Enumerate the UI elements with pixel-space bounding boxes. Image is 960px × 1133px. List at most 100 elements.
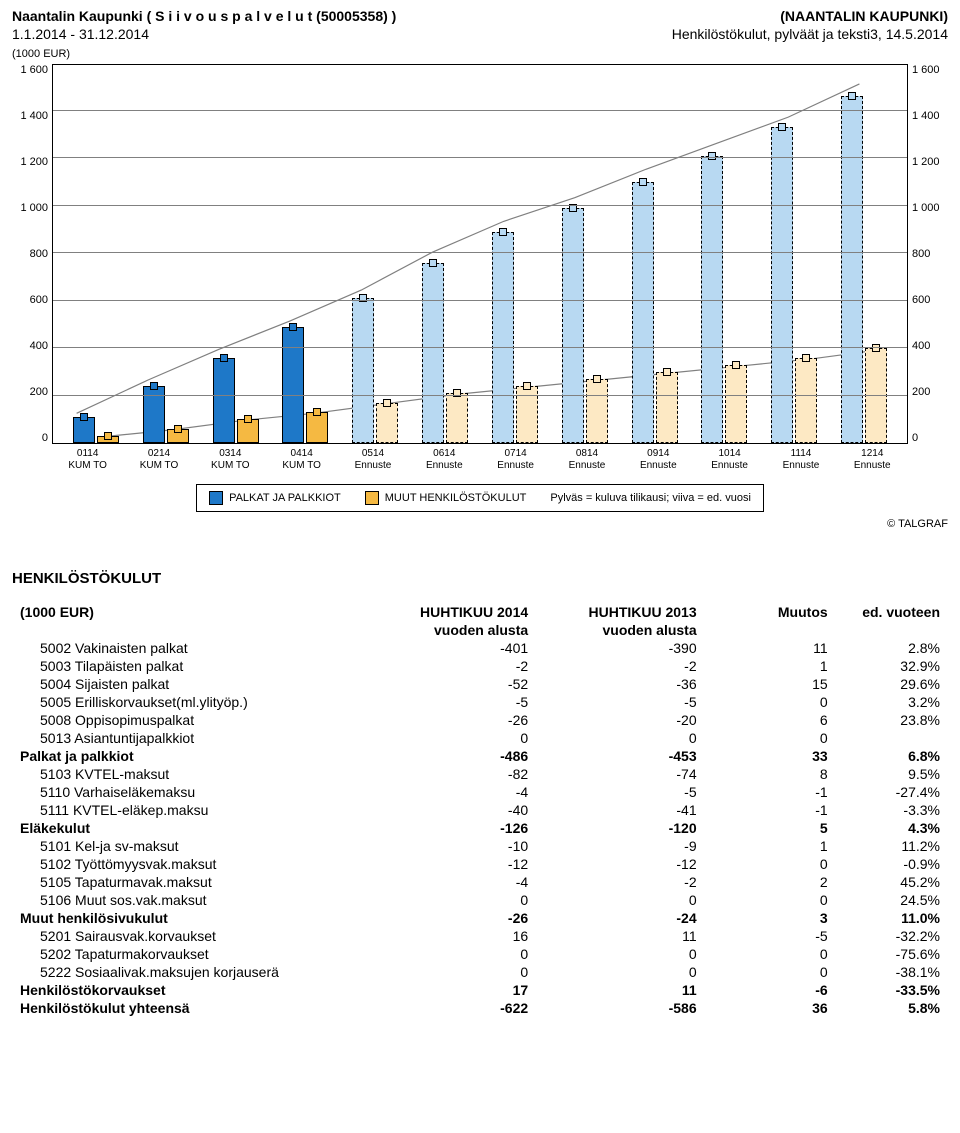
row-v4: -33.5% [836,981,948,999]
table-row: 5201 Sairausvak.korvaukset1611-5-32.2% [12,927,948,945]
row-v1: -401 [368,639,536,657]
row-v2: -390 [536,639,704,657]
legend-label-2: MUUT HENKILÖSTÖKULUT [385,492,527,504]
table-row: Henkilöstökorvaukset1711-6-33.5% [12,981,948,999]
bar-marker [732,361,740,369]
row-v1: -622 [368,999,536,1017]
row-v1: -12 [368,855,536,873]
table-row: 5005 Erilliskorvaukset(ml.ylityöp.)-5-50… [12,693,948,711]
row-v1: 0 [368,729,536,747]
row-v3: 15 [705,675,836,693]
row-v4: -32.2% [836,927,948,945]
bar-group [340,298,410,443]
x-label: 0814Ennuste [551,448,622,472]
bar-marker [453,389,461,397]
row-v3: 1 [705,837,836,855]
table-row: 5013 Asiantuntijapalkkiot000 [12,729,948,747]
row-label: 5002 Vakinaisten palkat [12,639,368,657]
row-label: 5008 Oppisopimuspalkat [12,711,368,729]
y-tick: 1 000 [912,202,944,214]
bar-marker [708,152,716,160]
row-v4: 11.2% [836,837,948,855]
bar-muut [656,372,678,443]
row-v3: 8 [705,765,836,783]
y-tick: 1 400 [912,110,944,122]
row-v4: -38.1% [836,963,948,981]
row-label: 5110 Varhaiseläkemaksu [12,783,368,801]
y-tick: 400 [16,340,48,352]
bar-group [480,232,550,443]
y-tick: 0 [912,432,944,444]
row-v3: 0 [705,693,836,711]
row-v2: -24 [536,909,704,927]
y-axis-left: 1 6001 4001 2001 0008006004002000 [12,64,52,444]
bar-palkat [213,358,235,444]
col-head-2a: HUHTIKUU 2014 [368,603,536,621]
table-row: 5002 Vakinaisten palkat-401-390112.8% [12,639,948,657]
bar-group [829,96,899,443]
row-v3: 3 [705,909,836,927]
table-row: 5101 Kel-ja sv-maksut-10-9111.2% [12,837,948,855]
row-label: 5005 Erilliskorvaukset(ml.ylityöp.) [12,693,368,711]
legend-swatch-2 [365,491,379,505]
row-v3: 5 [705,819,836,837]
row-v4: 23.8% [836,711,948,729]
table-row: Eläkekulut-126-12054.3% [12,819,948,837]
row-v2: 0 [536,891,704,909]
bar-palkat [771,127,793,443]
legend-item-3: Pylväs = kuluva tilikausi; viiva = ed. v… [550,492,751,504]
row-v3: 0 [705,729,836,747]
col-sub-2b: vuoden alusta [368,621,536,639]
row-v1: -40 [368,801,536,819]
bar-marker [802,354,810,362]
row-v2: -36 [536,675,704,693]
x-axis-labels: 0114KUM TO0214KUM TO0314KUM TO0414KUM TO… [52,448,908,472]
table-row: 5111 KVTEL-eläkep.maksu-40-41-1-3.3% [12,801,948,819]
row-v4: 5.8% [836,999,948,1017]
row-v3: -5 [705,927,836,945]
table-row: 5202 Tapaturmakorvaukset000-75.6% [12,945,948,963]
row-v2: -453 [536,747,704,765]
row-label: 5102 Työttömyysvak.maksut [12,855,368,873]
gridline [53,157,907,158]
row-v1: 17 [368,981,536,999]
row-label: Henkilöstökulut yhteensä [12,999,368,1017]
bar-marker [104,432,112,440]
bar-marker [174,425,182,433]
bar-marker [663,368,671,376]
row-v2: -5 [536,783,704,801]
row-label: 5013 Asiantuntijapalkkiot [12,729,368,747]
chart-plot [52,64,908,444]
x-label: 0614Ennuste [409,448,480,472]
row-v1: 0 [368,891,536,909]
row-v4: 4.3% [836,819,948,837]
header-period: 1.1.2014 - 31.12.2014 [12,26,149,42]
col-head-1: (1000 EUR) [12,603,368,621]
bar-marker [593,375,601,383]
row-v2: -120 [536,819,704,837]
y-tick: 800 [912,248,944,260]
row-v2: 11 [536,981,704,999]
row-v4: 32.9% [836,657,948,675]
x-label: 0214KUM TO [123,448,194,472]
x-label: 0414KUM TO [266,448,337,472]
bar-muut [446,393,468,443]
bar-marker [289,323,297,331]
row-label: Palkat ja palkkiot [12,747,368,765]
y-tick: 800 [16,248,48,260]
row-v2: -2 [536,873,704,891]
row-v1: 16 [368,927,536,945]
x-label: 1214Ennuste [837,448,908,472]
bar-group [270,327,340,443]
row-v3: 0 [705,855,836,873]
bar-muut [586,379,608,443]
legend-item-1: PALKAT JA PALKKIOT [209,491,341,505]
row-v2: 11 [536,927,704,945]
table-row: Henkilöstökulut yhteensä-622-586365.8% [12,999,948,1017]
gridline [53,347,907,348]
row-v2: 0 [536,729,704,747]
gridline [53,110,907,111]
row-v1: -4 [368,783,536,801]
table-row: 5110 Varhaiseläkemaksu-4-5-1-27.4% [12,783,948,801]
chart-legend: PALKAT JA PALKKIOT MUUT HENKILÖSTÖKULUT … [196,484,764,512]
